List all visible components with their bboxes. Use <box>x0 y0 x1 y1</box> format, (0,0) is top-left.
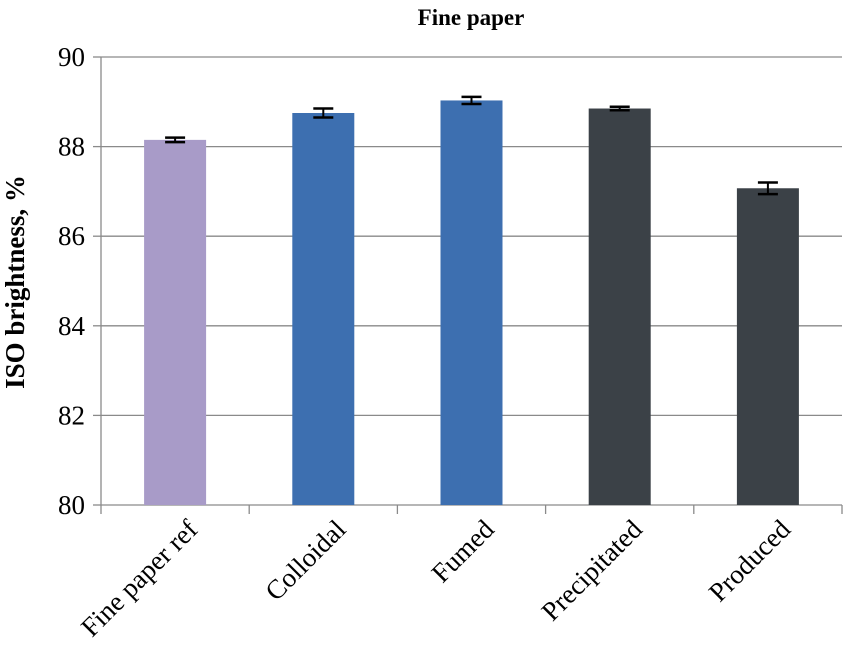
x-tick-label: Produced <box>703 514 797 608</box>
y-tick-label: 88 <box>58 132 85 162</box>
bar <box>440 100 503 506</box>
y-tick-labels: 80 82 84 86 88 90 <box>58 42 86 520</box>
error-bars <box>165 95 778 196</box>
bar <box>144 139 207 505</box>
bars <box>144 100 799 506</box>
bar <box>736 188 799 505</box>
x-tick-labels: Fine paper ref Colloidal Fumed Precipitated… <box>75 514 796 643</box>
error-bar <box>609 105 630 112</box>
error-bar <box>757 181 778 196</box>
x-tick-label: Colloidal <box>259 514 351 606</box>
y-tick-label: 82 <box>58 400 85 430</box>
error-bar <box>313 107 334 119</box>
bar <box>588 108 651 506</box>
bar <box>292 113 355 505</box>
x-tick-label: Precipitated <box>536 514 649 627</box>
y-tick-label: 90 <box>58 42 85 72</box>
x-tick-label: Fine paper ref <box>75 514 203 642</box>
error-bar <box>165 136 186 144</box>
y-tick-label: 84 <box>58 311 86 341</box>
error-bar <box>461 95 482 106</box>
x-tick-label: Fumed <box>425 514 500 589</box>
y-tick-label: 86 <box>58 221 85 251</box>
y-axis-label: ISO brightness, % <box>0 175 30 389</box>
y-tick-label: 80 <box>58 490 85 520</box>
chart-title: Fine paper <box>418 5 525 30</box>
